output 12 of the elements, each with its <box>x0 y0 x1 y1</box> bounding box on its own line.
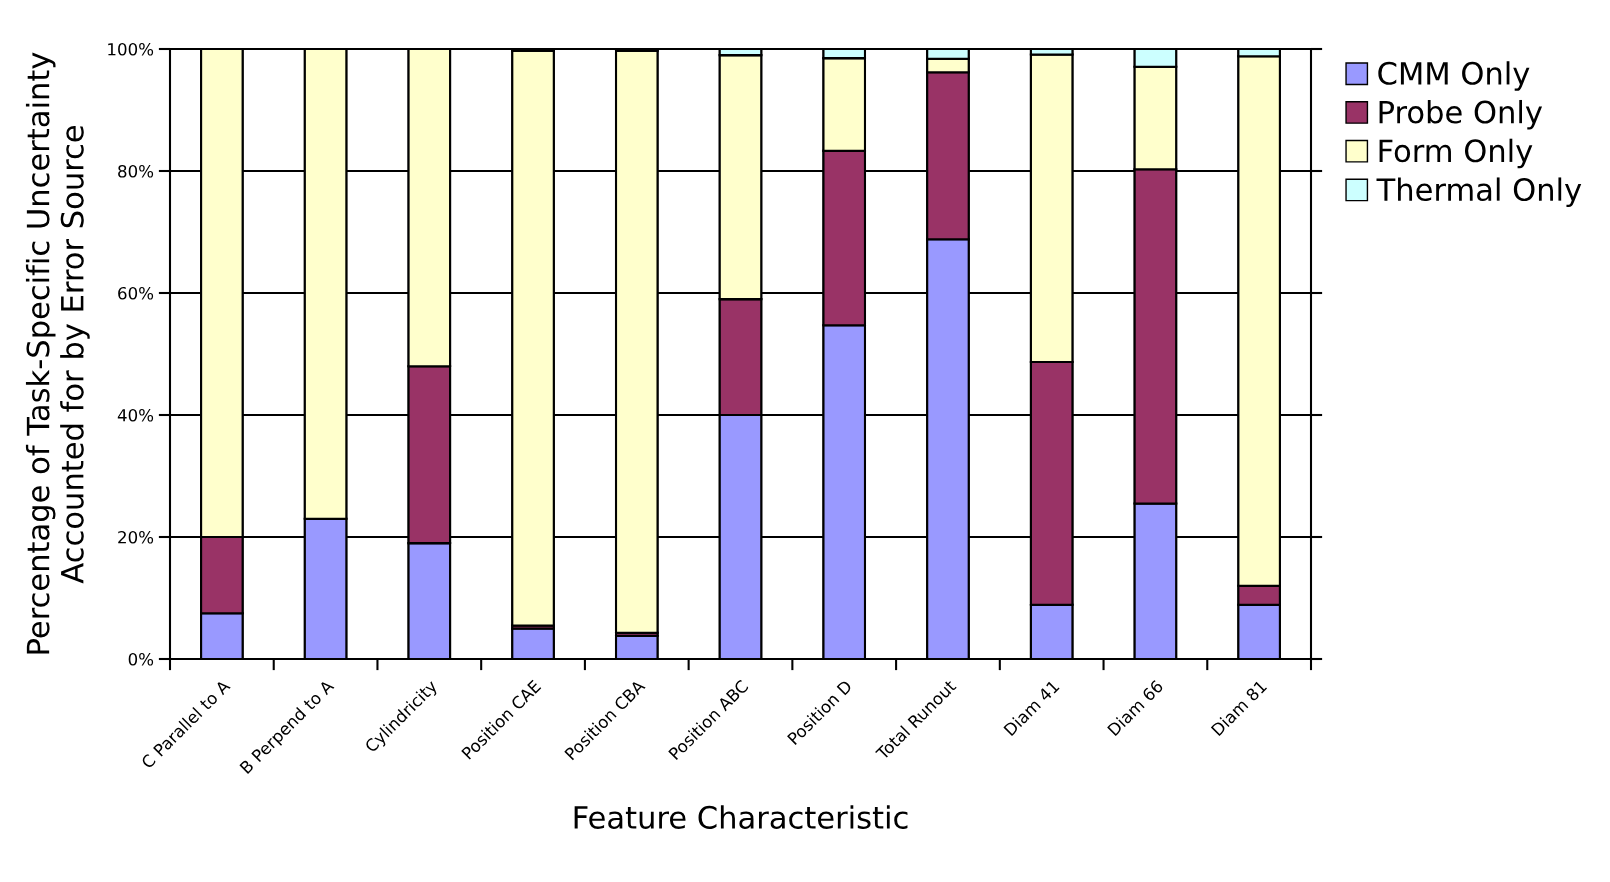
x-axis-title: Feature Characteristic <box>574 805 908 829</box>
y-tick-label: 40% <box>117 408 154 422</box>
y-tick-label: 0% <box>128 652 154 666</box>
legend-label: Probe Only <box>1379 99 1543 130</box>
y-tick-label: 60% <box>118 286 154 300</box>
y-tick-label: 20% <box>118 530 154 544</box>
legend-label: Form Only <box>1379 138 1533 169</box>
legend-label: Thermal Only <box>1376 177 1582 208</box>
y-tick-label: 80% <box>118 164 154 178</box>
y-axis-title: Percentage of Task-Specific Uncertainty Accounted for by Error Source <box>25 52 90 654</box>
y-tick-label: 100% <box>108 42 154 56</box>
legend-label: CMM Only <box>1378 61 1530 91</box>
